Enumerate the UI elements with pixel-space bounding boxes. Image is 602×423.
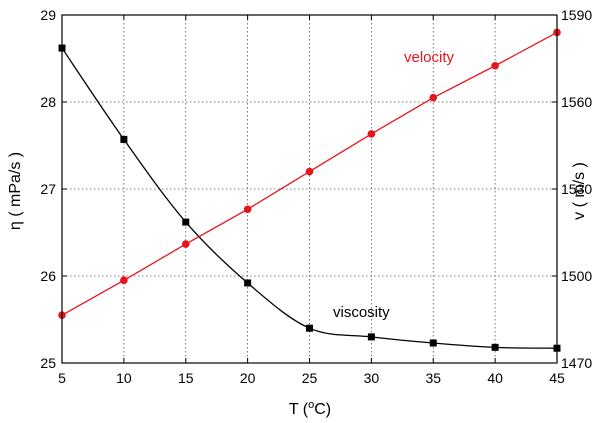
y-tick-label-left: 25 (40, 355, 56, 371)
x-tick-label: 40 (487, 370, 503, 386)
velocity-point (120, 276, 128, 285)
y-tick-label-right: 1470 (561, 355, 592, 371)
velocity-point (491, 61, 499, 70)
y-tick-label-right: 1530 (561, 181, 592, 197)
x-tick-label: 35 (425, 370, 441, 386)
series-label-viscosity: viscosity (333, 304, 390, 321)
y-tick-label-left: 27 (40, 181, 56, 197)
velocity-point (429, 93, 438, 102)
viscosity-point (306, 324, 313, 332)
x-tick-label: 30 (364, 370, 380, 386)
velocity-point (367, 130, 376, 138)
y-tick-label-right: 1500 (561, 268, 592, 284)
viscosity-point (491, 343, 499, 351)
x-tick-label: 25 (302, 370, 318, 386)
x-tick-label: 5 (58, 370, 66, 386)
velocity-point (305, 167, 314, 176)
x-tick-label: 15 (178, 370, 194, 386)
series-label-velocity: velocity (404, 49, 455, 66)
y-tick-label-right: 1560 (561, 94, 592, 110)
viscosity-point (429, 339, 437, 347)
x-tick-label: 20 (240, 370, 256, 386)
x-tick-label: 45 (549, 370, 565, 386)
x-axis-title: T (oC) (289, 399, 331, 418)
viscosity-point (182, 218, 190, 226)
y-tick-label-left: 29 (40, 7, 56, 23)
x-tick-label: 10 (116, 370, 132, 386)
y-tick-label-left: 28 (40, 94, 56, 110)
grid-lines (62, 15, 557, 363)
viscosity-point (120, 135, 128, 143)
y-axis-title-right: v ( m/s ) (571, 162, 588, 220)
velocity-point (243, 205, 252, 214)
series-layer (58, 28, 561, 352)
velocity-point (181, 240, 190, 248)
viscosity-point (367, 333, 375, 341)
y-tick-label-left: 26 (40, 268, 56, 284)
viscosity-curve (61, 47, 558, 349)
y-tick-label-right: 1590 (561, 7, 592, 23)
y-axis-title-left: η ( mPa/s ) (7, 152, 24, 230)
viscosity-point (244, 279, 252, 287)
axis-ticks: 5 10 15 20 25 30 35 40 45 25 26 27 28 29 1470 1500 1530 1… (40, 7, 592, 386)
